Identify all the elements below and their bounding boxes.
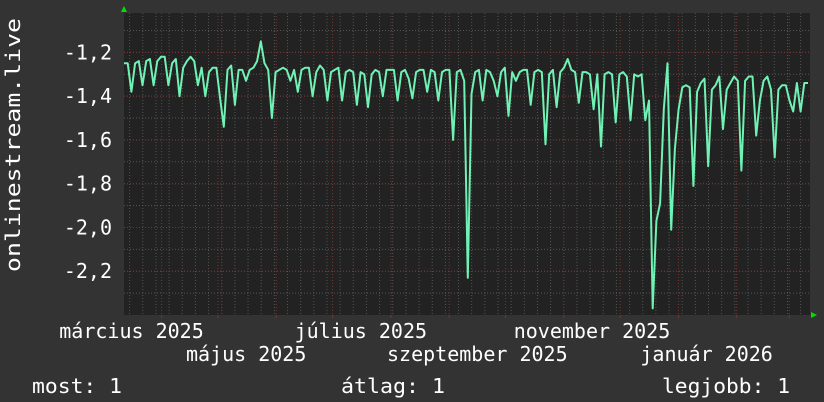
grid [124, 13, 810, 318]
legend-max: legjobb: 1 [662, 374, 790, 398]
x-tick-label: november 2025 [514, 319, 671, 343]
y-axis-ticks: -1,2 -1,4 -1,6 -1,8 -2,0 -2,2 [64, 40, 112, 283]
x-tick-label: szeptember 2025 [387, 342, 568, 366]
x-axis-arrow-icon [811, 312, 817, 318]
x-tick-label: január 2026 [640, 342, 772, 366]
y-axis-label: onlinestream.live [1, 18, 25, 272]
x-tick-label: május 2025 [186, 342, 306, 366]
y-tick-label: -1,8 [64, 172, 112, 196]
y-axis-arrow-icon [121, 6, 127, 12]
y-tick-label: -2,2 [64, 259, 112, 283]
y-tick-label: -2,0 [64, 215, 112, 239]
legend-current: most: 1 [32, 374, 122, 398]
series-line [124, 40, 808, 310]
x-tick-label: július 2025 [295, 319, 427, 343]
legend-average: átlag: 1 [341, 374, 445, 398]
y-tick-label: -1,6 [64, 128, 112, 152]
y-tick-label: -1,2 [64, 40, 112, 64]
y-tick-label: -1,4 [64, 84, 112, 108]
x-tick-label: március 2025 [59, 319, 204, 343]
